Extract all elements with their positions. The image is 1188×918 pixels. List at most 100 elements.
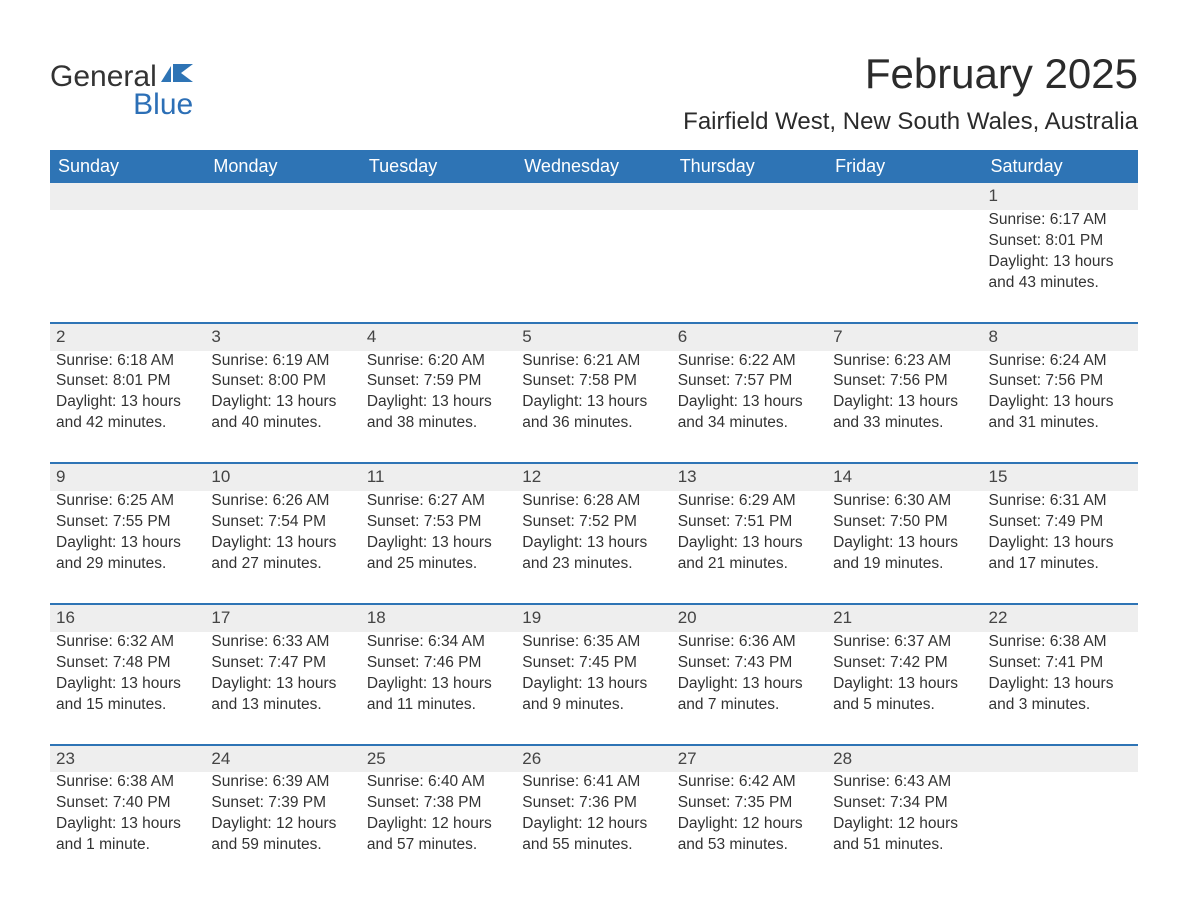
daylight-text: Daylight: 13 hours	[211, 674, 354, 695]
daylight-text: and 23 minutes.	[522, 554, 665, 575]
day-data-cell: Sunrise: 6:42 AMSunset: 7:35 PMDaylight:…	[672, 772, 827, 884]
day-data-cell: Sunrise: 6:21 AMSunset: 7:58 PMDaylight:…	[516, 351, 671, 464]
daylight-text: and 59 minutes.	[211, 835, 354, 856]
sunrise-text: Sunrise: 6:42 AM	[678, 772, 821, 793]
day-number-cell: 28	[827, 745, 982, 773]
week-row: Sunrise: 6:25 AMSunset: 7:55 PMDaylight:…	[50, 491, 1138, 604]
day-number-cell: 26	[516, 745, 671, 773]
sunset-text: Sunset: 7:36 PM	[522, 793, 665, 814]
daylight-text: Daylight: 12 hours	[367, 814, 510, 835]
daylight-text: Daylight: 13 hours	[56, 814, 199, 835]
day-data-cell: Sunrise: 6:29 AMSunset: 7:51 PMDaylight:…	[672, 491, 827, 604]
sunset-text: Sunset: 7:55 PM	[56, 512, 199, 533]
sunset-text: Sunset: 7:48 PM	[56, 653, 199, 674]
sunset-text: Sunset: 7:57 PM	[678, 371, 821, 392]
week-row: Sunrise: 6:32 AMSunset: 7:48 PM Daylight:…	[50, 632, 1138, 745]
week-row: Sunrise: 6:18 AMSunset: 8:01 PMDaylight:…	[50, 351, 1138, 464]
sunrise-text: Sunrise: 6:32 AM	[56, 632, 199, 653]
daylight-text: Daylight: 13 hours	[367, 674, 510, 695]
day-number-cell	[827, 183, 982, 210]
day-number-cell: 25	[361, 745, 516, 773]
day-data-cell: Sunrise: 6:25 AMSunset: 7:55 PMDaylight:…	[50, 491, 205, 604]
daylight-text: Daylight: 13 hours	[989, 252, 1132, 273]
day-data-cell	[516, 210, 671, 323]
daylight-text: and 1 minute.	[56, 835, 199, 856]
daylight-text: and 51 minutes.	[833, 835, 976, 856]
day-number-cell: 17	[205, 604, 360, 632]
day-data-cell: Sunrise: 6:17 AMSunset: 8:01 PMDaylight:…	[983, 210, 1138, 323]
daylight-text: Daylight: 13 hours	[989, 533, 1132, 554]
daylight-text: Daylight: 13 hours	[211, 392, 354, 413]
daylight-text: and 40 minutes.	[211, 413, 354, 434]
day-number-cell: 20	[672, 604, 827, 632]
sunrise-text: Sunrise: 6:18 AM	[56, 351, 199, 372]
daylight-text: Daylight: 12 hours	[211, 814, 354, 835]
day-number-cell	[205, 183, 360, 210]
daylight-text: and 29 minutes.	[56, 554, 199, 575]
sunrise-text: Sunrise: 6:38 AM	[989, 632, 1132, 653]
day-data-cell	[672, 210, 827, 323]
day-data-cell: Sunrise: 6:32 AMSunset: 7:48 PMDaylight:…	[50, 632, 205, 745]
sunrise-text: Sunrise: 6:31 AM	[989, 491, 1132, 512]
daylight-text: and 36 minutes.	[522, 413, 665, 434]
weekday-header: Friday	[827, 150, 982, 183]
daylight-text: Daylight: 13 hours	[211, 533, 354, 554]
daynum-row: 2345678	[50, 323, 1138, 351]
weekday-header: Monday	[205, 150, 360, 183]
day-data-cell: Sunrise: 6:35 AMSunset: 7:45 PMDaylight:…	[516, 632, 671, 745]
sunset-text: Sunset: 7:58 PM	[522, 371, 665, 392]
daylight-text: and 15 minutes.	[56, 695, 199, 716]
daylight-text: Daylight: 13 hours	[367, 392, 510, 413]
sunset-text: Sunset: 7:54 PM	[211, 512, 354, 533]
day-data-cell: Sunrise: 6:19 AMSunset: 8:00 PMDaylight:…	[205, 351, 360, 464]
day-data-cell: Sunrise: 6:38 AMSunset: 7:40 PMDaylight:…	[50, 772, 205, 884]
day-number-cell: 13	[672, 463, 827, 491]
day-data-cell: Sunrise: 6:37 AMSunset: 7:42 PMDaylight:…	[827, 632, 982, 745]
day-data-cell: Sunrise: 6:24 AMSunset: 7:56 PMDaylight:…	[983, 351, 1138, 464]
sunset-text: Sunset: 7:53 PM	[367, 512, 510, 533]
day-number-cell: 22	[983, 604, 1138, 632]
day-number-cell: 7	[827, 323, 982, 351]
daylight-text: and 34 minutes.	[678, 413, 821, 434]
daylight-text: and 3 minutes.	[989, 695, 1132, 716]
sunrise-text: Sunrise: 6:41 AM	[522, 772, 665, 793]
daylight-text: and 11 minutes.	[367, 695, 510, 716]
sunrise-text: Sunrise: 6:33 AM	[211, 632, 354, 653]
daylight-text: Daylight: 13 hours	[522, 674, 665, 695]
day-number-cell: 15	[983, 463, 1138, 491]
daylight-text: Daylight: 13 hours	[56, 533, 199, 554]
daylight-text: and 27 minutes.	[211, 554, 354, 575]
daylight-text: Daylight: 13 hours	[367, 533, 510, 554]
sunrise-text: Sunrise: 6:22 AM	[678, 351, 821, 372]
day-number-cell: 6	[672, 323, 827, 351]
sunrise-text: Sunrise: 6:23 AM	[833, 351, 976, 372]
sunrise-text: Sunrise: 6:35 AM	[522, 632, 665, 653]
day-data-cell	[205, 210, 360, 323]
day-number-cell	[983, 745, 1138, 773]
day-data-cell: Sunrise: 6:23 AMSunset: 7:56 PMDaylight:…	[827, 351, 982, 464]
day-number-cell	[516, 183, 671, 210]
day-number-cell: 11	[361, 463, 516, 491]
sunrise-text: Sunrise: 6:37 AM	[833, 632, 976, 653]
sunrise-text: Sunrise: 6:27 AM	[367, 491, 510, 512]
day-number-cell: 23	[50, 745, 205, 773]
month-title: February 2025	[683, 50, 1138, 98]
daylight-text: and 42 minutes.	[56, 413, 199, 434]
day-number-cell	[672, 183, 827, 210]
weekday-header: Sunday	[50, 150, 205, 183]
day-data-cell: Sunrise: 6:41 AMSunset: 7:36 PMDaylight:…	[516, 772, 671, 884]
brand-logo: General Blue	[50, 50, 195, 122]
calendar-table: Sunday Monday Tuesday Wednesday Thursday…	[50, 150, 1138, 884]
daylight-text: and 31 minutes.	[989, 413, 1132, 434]
day-data-cell: Sunrise: 6:36 AMSunset: 7:43 PMDaylight:…	[672, 632, 827, 745]
sunset-text: Sunset: 7:51 PM	[678, 512, 821, 533]
sunrise-text: Sunrise: 6:34 AM	[367, 632, 510, 653]
daylight-text: Daylight: 13 hours	[522, 392, 665, 413]
daylight-text: Daylight: 12 hours	[833, 814, 976, 835]
daylight-text: and 9 minutes.	[522, 695, 665, 716]
sunset-text: Sunset: 7:39 PM	[211, 793, 354, 814]
weekday-header-row: Sunday Monday Tuesday Wednesday Thursday…	[50, 150, 1138, 183]
daylight-text: and 25 minutes.	[367, 554, 510, 575]
day-number-cell: 4	[361, 323, 516, 351]
sunrise-text: Sunrise: 6:30 AM	[833, 491, 976, 512]
